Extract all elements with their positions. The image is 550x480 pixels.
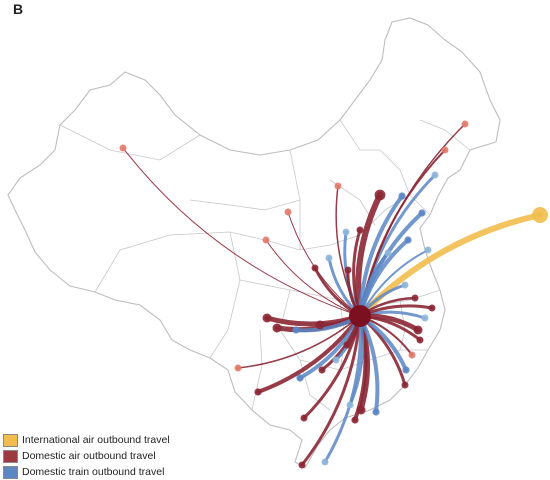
legend-label-domestic-air: Domestic air outbound travel — [22, 450, 156, 462]
domestic-air-flow — [302, 314, 362, 420]
destination-node — [374, 189, 386, 201]
destination-node — [408, 351, 416, 359]
destination-node — [532, 207, 548, 223]
destination-node — [325, 254, 333, 262]
destination-node — [284, 208, 292, 216]
destination-node — [351, 416, 359, 424]
destination-node — [292, 326, 300, 334]
destination-node — [300, 414, 308, 422]
destination-node — [262, 313, 272, 323]
legend-item-domestic-train: Domestic train outbound travel — [3, 464, 170, 480]
destination-node — [262, 236, 270, 244]
destination-node — [356, 226, 364, 234]
destination-node — [431, 171, 439, 179]
destination-node — [461, 120, 469, 128]
domestic-air-flow — [256, 314, 362, 394]
destination-nodes — [119, 120, 548, 469]
domestic-train-flow — [323, 314, 362, 464]
destination-node — [413, 325, 423, 335]
legend-swatch-domestic-air — [3, 449, 18, 463]
destination-node — [344, 266, 352, 274]
destination-node — [234, 364, 242, 372]
destination-node — [372, 408, 380, 416]
destination-node — [401, 381, 409, 389]
destination-node — [254, 388, 262, 396]
destination-node — [356, 405, 366, 415]
destination-node — [346, 401, 354, 409]
destination-node — [398, 192, 406, 200]
destination-node — [404, 236, 412, 244]
destination-node — [401, 281, 409, 289]
destination-node — [342, 228, 350, 236]
domestic-air-flow — [265, 239, 361, 317]
destination-node — [421, 314, 429, 322]
destination-node — [298, 461, 306, 469]
domestic-air-flow — [237, 315, 361, 369]
destination-node — [384, 249, 392, 257]
domestic-air-flow — [300, 314, 362, 467]
domestic-air-flow — [122, 147, 361, 317]
domestic-air-flow — [355, 192, 383, 319]
legend-item-domestic-air: Domestic air outbound travel — [3, 448, 170, 464]
destination-node — [311, 264, 319, 272]
destination-node — [428, 304, 436, 312]
destination-node — [441, 146, 449, 154]
destination-node — [318, 366, 326, 374]
legend-label-domestic-train: Domestic train outbound travel — [22, 466, 165, 478]
wuhan-hub-node — [349, 305, 371, 327]
domestic-train-flow — [358, 194, 404, 318]
destination-node — [272, 323, 282, 333]
legend: International air outbound travel Domest… — [3, 432, 170, 480]
china-outline — [7, 17, 501, 469]
destination-node — [402, 366, 410, 374]
destination-node — [411, 294, 419, 302]
destination-node — [343, 341, 351, 349]
destination-node — [321, 458, 329, 466]
destination-node — [119, 144, 127, 152]
destination-node — [416, 336, 424, 344]
destination-node — [424, 246, 432, 254]
destination-node — [315, 320, 325, 330]
panel-label: B — [13, 1, 24, 17]
legend-swatch-domestic-train — [3, 465, 18, 479]
legend-swatch-international — [3, 433, 18, 447]
destination-node — [334, 182, 342, 190]
destination-node — [418, 209, 426, 217]
destination-node — [332, 356, 340, 364]
destination-node — [296, 374, 304, 382]
legend-label-international: International air outbound travel — [22, 434, 170, 446]
legend-item-international: International air outbound travel — [3, 432, 170, 448]
